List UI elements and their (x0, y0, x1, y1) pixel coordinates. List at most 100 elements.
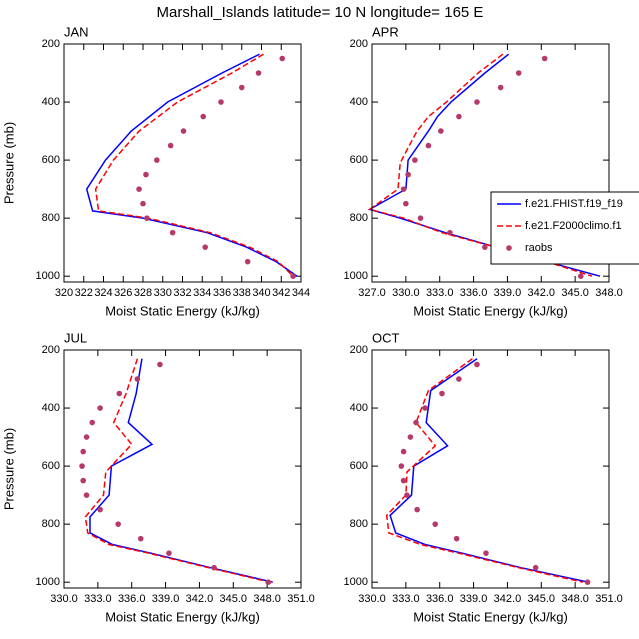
x-tick-label: 345.0 (220, 593, 248, 605)
y-tick-label: 1000 (344, 576, 368, 588)
raob-point (200, 113, 207, 120)
raob-point (403, 200, 409, 207)
raob-point (154, 157, 160, 163)
raob-point (116, 390, 123, 397)
y-tick-label: 200 (350, 38, 368, 50)
y-axis-label: Pressure (mb) (1, 428, 16, 510)
raob-point (140, 200, 146, 207)
y-tick-label: 600 (350, 460, 368, 472)
x-tick-label: 342.0 (494, 593, 522, 605)
x-tick-label: 336 (213, 287, 231, 299)
x-tick-label: 334 (193, 287, 211, 299)
series-line (94, 53, 294, 277)
raob-point (244, 258, 251, 265)
raob-point (83, 434, 90, 440)
plot-frame (371, 43, 610, 283)
y-tick-label: 200 (42, 344, 60, 356)
x-tick-label: 330.0 (50, 593, 78, 605)
raob-point (447, 229, 453, 236)
y-tick-label: 600 (350, 154, 368, 166)
panel-title: JAN (64, 24, 89, 39)
x-tick-label: 339.0 (152, 593, 180, 605)
raob-point (290, 273, 296, 279)
series-line (84, 358, 271, 583)
x-tick-label: 342.0 (528, 287, 556, 299)
x-tick-label: 336.0 (460, 287, 488, 299)
x-tick-label: 351.0 (287, 593, 315, 605)
panel-title: APR (372, 24, 399, 39)
y-tick-label: 800 (350, 212, 368, 224)
raob-point (577, 273, 584, 279)
raob-point (134, 376, 141, 382)
x-tick-label: 333.0 (84, 593, 112, 605)
x-tick-label: 327.0 (358, 287, 386, 299)
y-tick-label: 400 (350, 402, 368, 414)
raob-point (483, 550, 489, 556)
y-tick-label: 600 (42, 154, 60, 166)
raob-point (515, 70, 522, 76)
series-line (385, 358, 584, 583)
panel-title: OCT (372, 330, 400, 345)
y-tick-label: 400 (42, 402, 60, 414)
raob-point (255, 70, 262, 76)
x-tick-label: 330.0 (358, 593, 386, 605)
plot-frame (63, 349, 302, 589)
plot-frame (63, 43, 302, 283)
x-tick-label: 324 (94, 287, 112, 299)
x-axis-label: Moist Static Energy (kJ/kg) (413, 303, 568, 318)
raob-point (413, 419, 419, 426)
raob-point (453, 535, 460, 542)
panel: APR Moist Static Energy (kJ/kg) 327.0 330.0… (344, 24, 639, 318)
x-tick-label: 348.0 (561, 593, 589, 605)
raob-point (97, 405, 103, 411)
y-axis-label: Pressure (mb) (1, 122, 16, 204)
raob-point (407, 434, 414, 440)
raob-point (211, 564, 217, 571)
raob-point (89, 419, 96, 426)
raob-point (238, 84, 245, 91)
raob-point (218, 99, 224, 105)
raob-point (83, 492, 90, 498)
x-tick-label: 320 (55, 287, 73, 299)
raob-point (167, 142, 174, 149)
legend-box (490, 191, 639, 265)
y-tick-label: 1000 (36, 270, 60, 282)
x-tick-label: 340 (252, 287, 270, 299)
x-tick-label: 333.0 (426, 287, 454, 299)
x-axis-label: Moist Static Energy (kJ/kg) (413, 609, 568, 624)
raob-point (541, 55, 548, 62)
y-tick-label: 400 (350, 96, 368, 108)
raob-point (265, 579, 272, 585)
x-tick-label: 336.0 (118, 593, 146, 605)
panel: OCT Moist Static Energy (kJ/kg) 330.0 333.0… (344, 330, 623, 624)
raob-point (425, 142, 432, 149)
raob-point (80, 477, 86, 484)
raob-point (400, 477, 407, 484)
raob-point (143, 171, 149, 178)
raob-point (412, 157, 418, 163)
legend-label: raobs (525, 242, 553, 254)
x-tick-label: 328 (134, 287, 152, 299)
x-tick-label: 332 (173, 287, 191, 299)
x-tick-label: 345.0 (561, 287, 589, 299)
raob-point (144, 215, 150, 221)
y-tick-label: 200 (350, 344, 368, 356)
raob-point (97, 506, 103, 513)
x-tick-label: 330.0 (392, 287, 420, 299)
raob-point (157, 361, 163, 368)
y-tick-label: 800 (42, 212, 60, 224)
x-tick-label: 322 (75, 287, 93, 299)
x-tick-label: 348.0 (253, 593, 281, 605)
raob-point (497, 84, 504, 91)
panel: JAN Moist Static Energy (kJ/kg) Pressure (… (1, 24, 310, 318)
x-tick-label: 351.0 (595, 593, 623, 605)
x-tick-label: 345.0 (528, 593, 556, 605)
y-tick-label: 800 (350, 518, 368, 530)
x-tick-label: 344 (292, 287, 310, 299)
raob-point (474, 99, 480, 105)
raob-point (417, 215, 424, 221)
raob-point (438, 128, 444, 134)
raob-point (404, 492, 410, 498)
legend: f.e21.FHIST.f19_f19 f.e21.F2000climo.f1 ra… (490, 191, 639, 265)
